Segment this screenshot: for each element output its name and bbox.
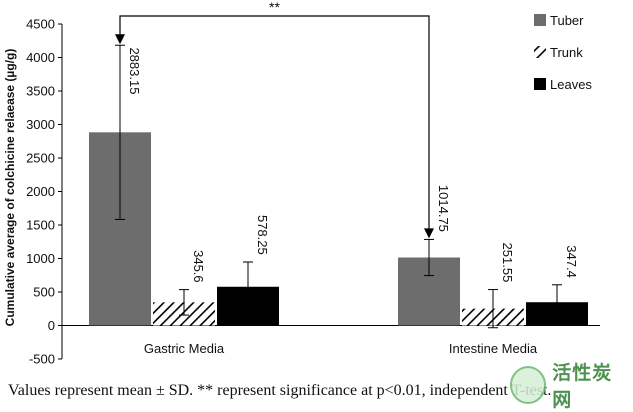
y-tick-label: -500 — [29, 352, 55, 367]
legend-swatch-trunk — [534, 46, 546, 58]
y-tick-label: 3500 — [26, 84, 55, 99]
axes: -500 0 500 1000 1500 2000 2500 3000 3500 4000 4500… — [3, 17, 600, 367]
legend: Tuber Trunk Leaves — [534, 13, 592, 92]
data-labels: 2883.15 1014.75 345.6 251.55 578.25 347.4 — [127, 47, 579, 282]
watermark: 活性炭网 — [510, 362, 628, 411]
watermark-text: 活性炭网 — [552, 362, 613, 411]
error-bars — [115, 44, 562, 329]
data-label: 251.55 — [500, 243, 515, 283]
data-label: 578.25 — [255, 215, 270, 255]
y-tick-label: 1500 — [26, 218, 55, 233]
y-tick-label: 500 — [33, 285, 55, 300]
y-tick-label: 0 — [48, 318, 55, 333]
legend-swatch-tuber — [534, 14, 546, 26]
legend-swatch-leaves — [534, 78, 546, 90]
data-label: 1014.75 — [436, 185, 451, 232]
y-tick-label: 1000 — [26, 251, 55, 266]
legend-label-tuber: Tuber — [550, 13, 584, 28]
caption: Values represent mean ± SD. ** represent… — [8, 382, 552, 399]
data-label: 345.6 — [191, 250, 206, 283]
y-tick-label: 3000 — [26, 117, 55, 132]
data-label: 2883.15 — [127, 47, 142, 94]
arrowhead-icon — [115, 34, 125, 45]
y-tick-label: 2500 — [26, 151, 55, 166]
significance-bracket: ** — [115, 0, 434, 239]
legend-label-trunk: Trunk — [550, 45, 583, 60]
arrowhead-icon — [424, 228, 434, 239]
significance-label: ** — [269, 0, 280, 15]
y-tick-label: 4500 — [26, 17, 55, 32]
legend-label-leaves: Leaves — [550, 77, 592, 92]
bars — [89, 132, 588, 326]
y-tick-label: 4000 — [26, 50, 55, 65]
significance-line — [119, 15, 430, 231]
watermark-logo-icon — [510, 366, 547, 404]
y-axis-title: Cumulative average of colchicine relaeas… — [3, 49, 17, 327]
x-category-label: Intestine Media — [449, 341, 538, 356]
y-tick-label: 2000 — [26, 184, 55, 199]
x-category-label: Gastric Media — [144, 341, 225, 356]
chart: -500 0 500 1000 1500 2000 2500 3000 3500 4000 4500… — [3, 0, 600, 367]
data-label: 347.4 — [564, 245, 579, 278]
